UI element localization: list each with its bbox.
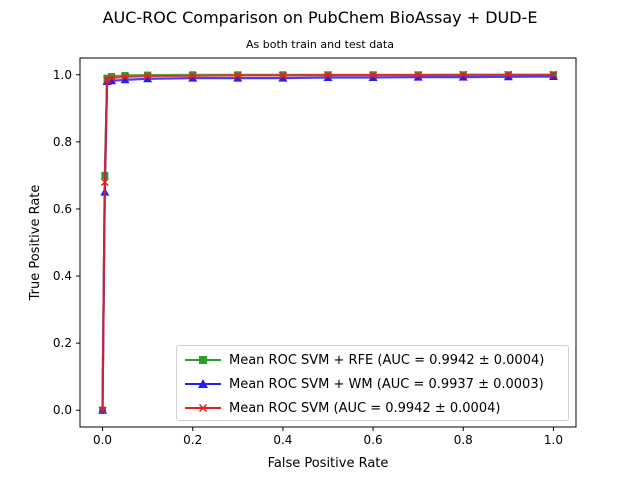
y-tick-label-0: 0.0 bbox=[53, 403, 72, 417]
series-point-svm-4 bbox=[121, 72, 130, 81]
chart-subtitle: As both train and test data bbox=[246, 38, 394, 51]
plot-area-frame bbox=[79, 57, 577, 428]
legend-swatch-svm bbox=[185, 403, 221, 413]
series-point-svm-wm-6 bbox=[188, 73, 198, 82]
y-tick-label-1: 0.2 bbox=[53, 336, 72, 350]
series-point-svm-wm-9 bbox=[323, 72, 333, 81]
series-point-svm-wm-4 bbox=[120, 75, 130, 84]
x-tick-label-0: 0.0 bbox=[93, 433, 112, 447]
legend-label-svm: Mean ROC SVM (AUC = 0.9942 ± 0.0004) bbox=[229, 400, 501, 416]
series-point-svm-3 bbox=[107, 74, 116, 83]
x-tick-label-2: 0.4 bbox=[273, 433, 292, 447]
series-point-svm-wm-12 bbox=[458, 72, 468, 81]
series-point-svm-12 bbox=[459, 70, 468, 79]
series-point-svm-wm-13 bbox=[503, 72, 513, 81]
series-point-svm-8 bbox=[278, 71, 287, 80]
x-tick-label-1: 0.2 bbox=[183, 433, 202, 447]
x-tick-label-3: 0.6 bbox=[364, 433, 383, 447]
x-tick-label-4: 0.8 bbox=[454, 433, 473, 447]
series-point-svm-wm-10 bbox=[368, 72, 378, 81]
series-point-svm-6 bbox=[188, 71, 197, 80]
series-point-svm-10 bbox=[369, 71, 378, 80]
x-tick-label-5: 1.0 bbox=[544, 433, 563, 447]
y-tick-label-4: 0.8 bbox=[53, 135, 72, 149]
legend-swatch-svm-rfe bbox=[185, 356, 221, 364]
series-point-svm-2 bbox=[103, 75, 112, 84]
legend-label-svm-wm: Mean ROC SVM + WM (AUC = 0.9937 ± 0.0003… bbox=[229, 376, 544, 392]
series-point-svm-wm-5 bbox=[143, 74, 153, 83]
legend-label-svm-rfe: Mean ROC SVM + RFE (AUC = 0.9942 ± 0.000… bbox=[229, 352, 545, 368]
series-point-svm-0 bbox=[98, 406, 107, 415]
y-axis-label: True Positive Rate bbox=[28, 185, 43, 302]
y-tick-label-5: 1.0 bbox=[53, 68, 72, 82]
series-point-svm-14 bbox=[549, 70, 558, 79]
series-point-svm-1 bbox=[100, 178, 109, 187]
legend-entry-svm-wm: Mean ROC SVM + WM (AUC = 0.9937 ± 0.0003… bbox=[183, 374, 544, 394]
chart-legend: Mean ROC SVM + RFE (AUC = 0.9942 ± 0.000… bbox=[176, 345, 569, 421]
series-point-svm-wm-8 bbox=[278, 73, 288, 82]
legend-entry-svm: Mean ROC SVM (AUC = 0.9942 ± 0.0004) bbox=[183, 398, 500, 418]
series-point-svm-5 bbox=[143, 72, 152, 81]
series-point-svm-wm-11 bbox=[413, 72, 423, 81]
chart-title: AUC-ROC Comparison on PubChem BioAssay +… bbox=[102, 8, 538, 27]
legend-swatch-svm-wm bbox=[185, 379, 221, 388]
series-point-svm-13 bbox=[504, 70, 513, 79]
y-tick-label-3: 0.6 bbox=[53, 202, 72, 216]
series-point-svm-wm-7 bbox=[233, 73, 243, 82]
x-axis-label: False Positive Rate bbox=[268, 456, 389, 471]
series-point-svm-7 bbox=[233, 71, 242, 80]
series-point-svm-11 bbox=[414, 71, 423, 80]
y-tick-label-2: 0.4 bbox=[53, 269, 72, 283]
series-point-svm-9 bbox=[323, 71, 333, 80]
legend-entry-svm-rfe: Mean ROC SVM + RFE (AUC = 0.9942 ± 0.000… bbox=[183, 350, 544, 370]
